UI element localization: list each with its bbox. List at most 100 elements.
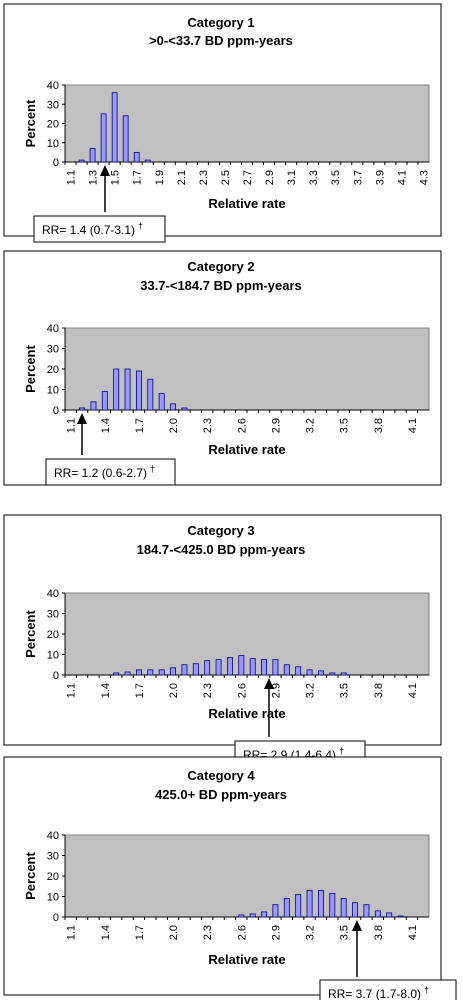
chart-title: Category 2 (187, 259, 254, 274)
bar (397, 915, 404, 918)
x-tick-label: 1.4 (100, 925, 112, 940)
y-tick-label: 30 (47, 609, 59, 621)
y-tick-label: 40 (47, 588, 59, 600)
y-tick-label: 20 (47, 364, 59, 376)
bar (170, 667, 177, 676)
bar (329, 893, 336, 918)
x-tick-label: 1.4 (100, 418, 112, 433)
x-tick-label: 3.5 (339, 925, 351, 940)
x-tick-label: 2.0 (168, 683, 180, 698)
x-tick-label: 1.7 (134, 418, 146, 433)
x-tick-label: 2.9 (270, 418, 282, 433)
bar (170, 403, 177, 411)
y-tick-label: 40 (47, 830, 59, 842)
y-tick-label: 10 (47, 892, 59, 904)
y-tick-label: 20 (47, 629, 59, 641)
y-tick-label: 20 (47, 119, 59, 131)
y-axis-title: Percent (23, 344, 38, 392)
x-tick-label: 1.5 (110, 170, 122, 185)
x-tick-label: 2.0 (168, 925, 180, 940)
bar (340, 898, 347, 918)
x-tick-label: 3.8 (373, 683, 385, 698)
bar (261, 659, 268, 676)
annotation-arrow-head (100, 165, 110, 176)
x-tick-label: 3.2 (305, 683, 317, 698)
x-tick-label: 2.3 (198, 170, 210, 185)
y-tick-label: 40 (47, 80, 59, 92)
annotation-label: RR= 1.2 (0.6-2.7) (54, 466, 147, 480)
x-tick-label: 2.6 (236, 418, 248, 433)
y-tick-label: 20 (47, 871, 59, 883)
annotation-text: RR= 1.4 (0.7-3.1) † (42, 221, 143, 237)
x-tick-label: 3.9 (374, 170, 386, 185)
bar (238, 914, 245, 918)
x-tick-label: 3.5 (339, 683, 351, 698)
bar (111, 92, 118, 163)
x-tick-label: 1.1 (66, 170, 78, 185)
x-tick-label: 2.3 (202, 418, 214, 433)
annotation-label: RR= 1.4 (0.7-3.1) (42, 223, 135, 237)
plot-area (64, 327, 430, 411)
bar (283, 664, 290, 676)
x-tick-label: 2.3 (202, 683, 214, 698)
bar (78, 159, 85, 163)
annotation-arrow-head (264, 678, 274, 689)
bar (144, 159, 151, 163)
annotation-text: RR= 3.7 (1.7-8.0) † (328, 985, 429, 1000)
x-tick-label: 3.2 (305, 418, 317, 433)
annotation-dagger: † (339, 746, 344, 756)
x-tick-label: 3.5 (330, 170, 342, 185)
bar (124, 671, 131, 676)
plot-area (64, 592, 430, 676)
y-tick-label: 0 (53, 670, 59, 682)
bar (317, 670, 324, 676)
y-tick-label: 10 (47, 385, 59, 397)
x-tick-label: 4.1 (407, 925, 419, 940)
bar (261, 911, 268, 918)
bar (79, 407, 86, 411)
x-tick-label: 1.7 (134, 925, 146, 940)
bar (158, 669, 165, 676)
annotation-arrow-head (352, 920, 362, 931)
x-tick-label: 2.6 (236, 925, 248, 940)
bar (272, 659, 279, 676)
y-tick-label: 30 (47, 851, 59, 863)
chart-subtitle: >0-<33.7 BD ppm-years (149, 33, 293, 48)
chart-title: Category 1 (187, 15, 254, 30)
annotation-dagger: † (424, 985, 429, 995)
y-tick-label: 30 (47, 344, 59, 356)
x-tick-label: 1.1 (66, 418, 78, 433)
bar (283, 898, 290, 918)
x-axis-title: Relative rate (208, 196, 285, 211)
annotation-label: RR= 3.7 (1.7-8.0) (328, 987, 421, 1000)
bar (89, 148, 96, 163)
x-tick-label: 2.0 (168, 418, 180, 433)
chart-title: Category 4 (187, 768, 255, 783)
x-axis-title: Relative rate (208, 442, 285, 457)
bar (90, 401, 97, 411)
chart-subtitle: 425.0+ BD ppm-years (155, 787, 287, 802)
bar (374, 910, 381, 918)
x-tick-label: 1.9 (154, 170, 166, 185)
x-tick-label: 1.4 (100, 683, 112, 698)
x-tick-label: 2.3 (202, 925, 214, 940)
y-tick-label: 30 (47, 99, 59, 111)
x-tick-label: 4.1 (407, 683, 419, 698)
x-tick-label: 4.3 (418, 170, 430, 185)
bar (192, 663, 199, 676)
x-tick-label: 2.7 (242, 170, 254, 185)
chart-panel-4: Category 4 425.0+ BD ppm-years 0 10 20 30 40 Pe… (3, 756, 457, 1005)
bar (204, 660, 211, 676)
chart-panel-3: Category 3 184.7-<425.0 BD ppm-years 0 10 20… (3, 514, 442, 768)
bar (147, 669, 154, 676)
annotation-box (45, 458, 176, 486)
y-axis-title: Percent (23, 99, 38, 147)
bar (317, 889, 324, 918)
annotation-arrow-head (77, 413, 87, 424)
bar (135, 669, 142, 676)
y-axis-title: Percent (23, 609, 38, 657)
y-tick-label: 10 (47, 138, 59, 150)
bar (100, 113, 107, 163)
x-tick-label: 3.8 (373, 418, 385, 433)
